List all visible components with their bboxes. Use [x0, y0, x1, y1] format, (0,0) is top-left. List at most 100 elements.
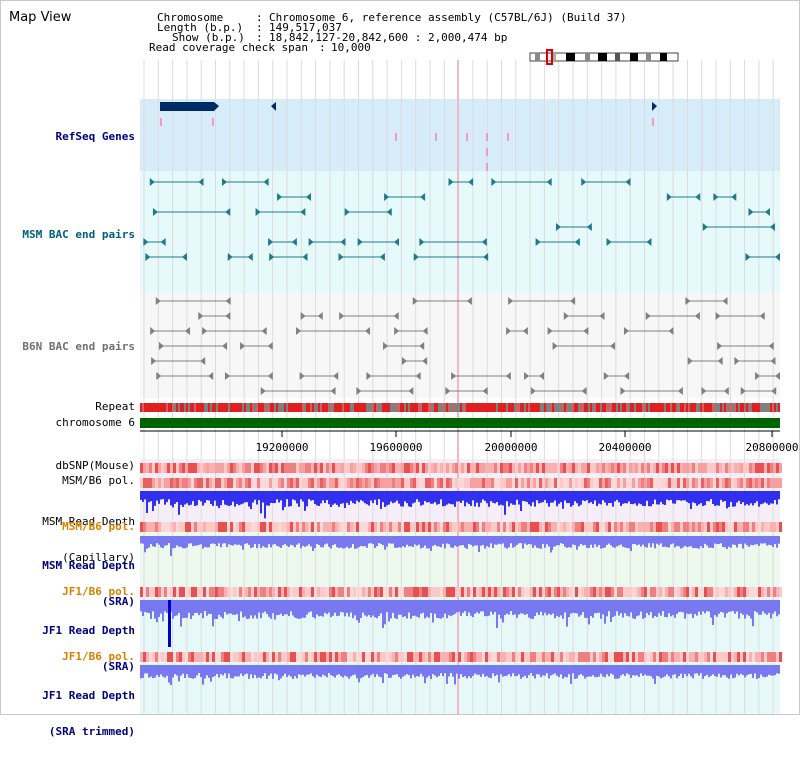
jf1-trimmed-depth-bar: [590, 665, 592, 677]
track-label-msm-bac-end-pairs[interactable]: MSM BAC end pairs: [22, 228, 135, 241]
jf1-pol-cell: [275, 652, 278, 662]
msm-pol-cell: [266, 478, 269, 488]
track-label-jf1-depth-sra[interactable]: JF1 Read Depth (SRA): [42, 601, 135, 697]
msm-capillary-depth-bar: [458, 491, 460, 502]
msm-sra-depth-bar: [280, 536, 282, 548]
repeat-segment: [740, 403, 742, 412]
msm-pol-cell: [614, 478, 617, 488]
jf1-pol-cell: [410, 652, 413, 662]
msm-pol-cell: [275, 522, 278, 532]
msm-pol-cell: [764, 478, 767, 488]
jf1-trimmed-depth-bar: [516, 665, 518, 677]
jf1-pol-cell: [461, 587, 464, 597]
track-label-msm-pol-1[interactable]: MSM/B6 pol.: [62, 474, 135, 487]
dbsnp-cell: [575, 463, 578, 473]
jf1-pol-cell: [542, 587, 545, 597]
repeat-segment: [580, 403, 582, 412]
msm-sra-depth-bar: [434, 536, 436, 545]
track-label-msm-depth-capillary[interactable]: MSM Read Depth (Capillary): [42, 492, 135, 588]
msm-bac-pair-end: [419, 238, 425, 246]
msm-pol-cell: [392, 522, 395, 532]
jf1-pol-cell: [287, 652, 290, 662]
msm-sra-depth-bar: [276, 536, 278, 546]
repeat-segment: [622, 403, 624, 412]
track-label-dbsnp[interactable]: dbSNP(Mouse): [55, 459, 135, 472]
msm-pol-cell: [692, 522, 695, 532]
repeat-segment: [512, 403, 514, 412]
jf1-pol-cell: [617, 652, 620, 662]
msm-sra-depth-bar: [560, 536, 562, 544]
jf1-trimmed-depth-bar: [370, 665, 372, 676]
jf1-trimmed-depth-bar: [392, 665, 394, 676]
jf1-sra-depth-bar: [510, 600, 512, 612]
msm-capillary-depth-bar: [482, 491, 484, 500]
repeat-segment: [586, 403, 588, 412]
jf1-pol-cell: [257, 587, 260, 597]
repeat-segment: [600, 403, 602, 412]
jf1-sra-depth-bar: [272, 600, 274, 614]
dbsnp-cell: [326, 463, 329, 473]
track-label-msm-pol-2[interactable]: MSM/B6 pol.: [62, 520, 135, 533]
msm-capillary-depth-bar: [374, 491, 376, 500]
repeat-segment: [464, 403, 466, 412]
repeat-segment: [434, 403, 436, 412]
msm-pol-cell: [752, 522, 755, 532]
msm-pol-cell: [206, 478, 209, 488]
b6n-bac-pair-end: [717, 342, 723, 350]
track-label-msm-depth-sra[interactable]: MSM Read Depth (SRA): [42, 536, 135, 632]
msm-pol-cell: [374, 478, 377, 488]
track-label-jf1-pol-1[interactable]: JF1/B6 pol.: [62, 585, 135, 598]
jf1-pol-cell: [581, 652, 584, 662]
jf1-sra-depth-bar: [472, 600, 474, 618]
jf1-pol-cell: [350, 652, 353, 662]
msm-capillary-depth-bar: [204, 491, 206, 503]
jf1-pol-cell: [596, 587, 599, 597]
track-label-chromosome[interactable]: chromosome 6: [55, 416, 135, 429]
repeat-segment: [440, 403, 442, 412]
dbsnp-cell: [593, 463, 596, 473]
msm-capillary-depth-bar: [760, 491, 762, 505]
msm-pol-cell: [485, 478, 488, 488]
jf1-sra-depth-bar: [346, 600, 348, 613]
msm-bac-pair-end: [775, 253, 780, 261]
repeat-segment: [450, 403, 452, 412]
dbsnp-cell: [173, 463, 176, 473]
msm-sra-depth-bar: [250, 536, 252, 549]
track-label-jf1-depth-trimmed[interactable]: JF1 Read Depth (SRA trimmed): [42, 666, 135, 762]
jf1-sra-depth-bar: [328, 600, 330, 613]
jf1-sra-depth-bar: [354, 600, 356, 616]
jf1-pol-cell: [332, 652, 335, 662]
msm-capillary-depth-bar: [396, 491, 398, 501]
track-label-jf1-pol-2[interactable]: JF1/B6 pol.: [62, 650, 135, 663]
msm-capillary-depth-bar: [660, 491, 662, 502]
repeat-segment: [294, 403, 296, 412]
jf1-pol-cell: [698, 587, 701, 597]
msm-capillary-depth-bar: [254, 491, 256, 500]
msm-bac-pair-end: [748, 208, 754, 216]
msm-bac-pair-end: [306, 193, 312, 201]
msm-capillary-depth-bar: [582, 491, 584, 501]
msm-pol-cell: [743, 478, 746, 488]
jf1-pol-cell: [380, 652, 383, 662]
jf1-trimmed-depth-bar: [602, 665, 604, 677]
track-label-b6n-bac-end-pairs[interactable]: B6N BAC end pairs: [22, 340, 135, 353]
dbsnp-cell: [557, 463, 560, 473]
msm-pol-cell: [317, 522, 320, 532]
repeat-segment: [252, 403, 254, 412]
jf1-sra-depth-bar: [208, 600, 210, 614]
jf1-pol-cell: [221, 587, 224, 597]
msm-pol-cell: [641, 478, 644, 488]
msm-capillary-depth-bar: [146, 491, 148, 513]
track-label-repeat[interactable]: Repeat: [95, 400, 135, 413]
msm-pol-cell: [182, 522, 185, 532]
msm-sra-depth-bar: [440, 536, 442, 548]
msm-sra-depth-bar: [200, 536, 202, 545]
dbsnp-cell: [470, 463, 473, 473]
jf1-trimmed-depth-bar: [642, 665, 644, 676]
track-label-refseq-genes[interactable]: RefSeq Genes: [55, 130, 135, 143]
dbsnp-cell: [431, 463, 434, 473]
repeat-segment: [304, 403, 306, 412]
jf1-sra-depth-bar: [512, 600, 514, 615]
jf1-trimmed-depth-bar: [692, 665, 694, 679]
jf1-pol-cell: [275, 587, 278, 597]
